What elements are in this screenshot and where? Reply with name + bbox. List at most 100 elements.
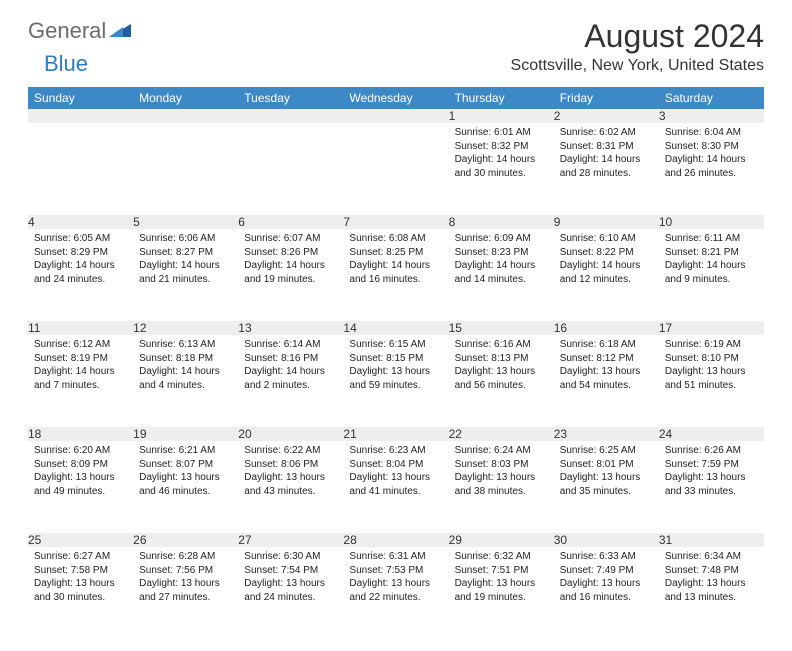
day-details: Sunrise: 6:06 AMSunset: 8:27 PMDaylight:… [133,229,238,290]
daylight-text-2: and 16 minutes. [349,273,442,287]
daylight-text-2: and 30 minutes. [455,167,548,181]
day-cell: Sunrise: 6:23 AMSunset: 8:04 PMDaylight:… [343,441,448,533]
sunrise-text: Sunrise: 6:28 AM [139,550,232,564]
sunset-text: Sunset: 8:22 PM [560,246,653,260]
day-number: 22 [449,427,554,441]
daylight-text-1: Daylight: 13 hours [244,471,337,485]
daylight-text-2: and 16 minutes. [560,591,653,605]
empty-day-number [28,109,133,123]
day-cell: Sunrise: 6:12 AMSunset: 8:19 PMDaylight:… [28,335,133,427]
sunrise-text: Sunrise: 6:14 AM [244,338,337,352]
day-cell: Sunrise: 6:26 AMSunset: 7:59 PMDaylight:… [659,441,764,533]
sunset-text: Sunset: 8:10 PM [665,352,758,366]
daynum-row: 11121314151617 [28,321,764,335]
day-details: Sunrise: 6:27 AMSunset: 7:58 PMDaylight:… [28,547,133,608]
day-details: Sunrise: 6:01 AMSunset: 8:32 PMDaylight:… [449,123,554,184]
day-details: Sunrise: 6:20 AMSunset: 8:09 PMDaylight:… [28,441,133,502]
day-cell: Sunrise: 6:06 AMSunset: 8:27 PMDaylight:… [133,229,238,321]
day-details: Sunrise: 6:26 AMSunset: 7:59 PMDaylight:… [659,441,764,502]
weekday-header: Sunday [28,87,133,109]
day-number: 18 [28,427,133,441]
sunset-text: Sunset: 8:27 PM [139,246,232,260]
empty-day-number [133,109,238,123]
day-number: 13 [238,321,343,335]
sunset-text: Sunset: 8:31 PM [560,140,653,154]
daylight-text-2: and 24 minutes. [34,273,127,287]
day-body-row: Sunrise: 6:05 AMSunset: 8:29 PMDaylight:… [28,229,764,321]
sunrise-text: Sunrise: 6:07 AM [244,232,337,246]
weekday-header: Wednesday [343,87,448,109]
daylight-text-1: Daylight: 13 hours [349,577,442,591]
day-number: 19 [133,427,238,441]
day-number: 2 [554,109,659,123]
daylight-text-1: Daylight: 14 hours [34,259,127,273]
daynum-row: 25262728293031 [28,533,764,547]
day-number: 1 [449,109,554,123]
sunset-text: Sunset: 8:23 PM [455,246,548,260]
day-details: Sunrise: 6:33 AMSunset: 7:49 PMDaylight:… [554,547,659,608]
empty-day-number [238,109,343,123]
sunset-text: Sunset: 8:29 PM [34,246,127,260]
daylight-text-1: Daylight: 13 hours [349,471,442,485]
day-details: Sunrise: 6:25 AMSunset: 8:01 PMDaylight:… [554,441,659,502]
sunrise-text: Sunrise: 6:19 AM [665,338,758,352]
daylight-text-1: Daylight: 14 hours [34,365,127,379]
sunset-text: Sunset: 8:26 PM [244,246,337,260]
day-cell: Sunrise: 6:05 AMSunset: 8:29 PMDaylight:… [28,229,133,321]
day-number: 21 [343,427,448,441]
day-cell: Sunrise: 6:28 AMSunset: 7:56 PMDaylight:… [133,547,238,639]
daylight-text-2: and 27 minutes. [139,591,232,605]
daylight-text-1: Daylight: 14 hours [244,259,337,273]
logo: General [28,18,133,44]
day-body-row: Sunrise: 6:27 AMSunset: 7:58 PMDaylight:… [28,547,764,639]
sunset-text: Sunset: 8:19 PM [34,352,127,366]
daylight-text-1: Daylight: 13 hours [665,471,758,485]
daylight-text-1: Daylight: 13 hours [455,577,548,591]
day-cell: Sunrise: 6:14 AMSunset: 8:16 PMDaylight:… [238,335,343,427]
daylight-text-2: and 43 minutes. [244,485,337,499]
day-cell: Sunrise: 6:08 AMSunset: 8:25 PMDaylight:… [343,229,448,321]
sunrise-text: Sunrise: 6:27 AM [34,550,127,564]
sunset-text: Sunset: 8:09 PM [34,458,127,472]
day-number: 29 [449,533,554,547]
day-number: 23 [554,427,659,441]
day-details: Sunrise: 6:12 AMSunset: 8:19 PMDaylight:… [28,335,133,396]
sunrise-text: Sunrise: 6:22 AM [244,444,337,458]
day-cell: Sunrise: 6:31 AMSunset: 7:53 PMDaylight:… [343,547,448,639]
sunrise-text: Sunrise: 6:16 AM [455,338,548,352]
day-cell [28,123,133,215]
weekday-header: Thursday [449,87,554,109]
day-details: Sunrise: 6:19 AMSunset: 8:10 PMDaylight:… [659,335,764,396]
day-cell: Sunrise: 6:11 AMSunset: 8:21 PMDaylight:… [659,229,764,321]
day-details: Sunrise: 6:08 AMSunset: 8:25 PMDaylight:… [343,229,448,290]
day-body-row: Sunrise: 6:20 AMSunset: 8:09 PMDaylight:… [28,441,764,533]
day-cell: Sunrise: 6:21 AMSunset: 8:07 PMDaylight:… [133,441,238,533]
logo-text-general: General [28,18,106,44]
daylight-text-2: and 19 minutes. [244,273,337,287]
daylight-text-2: and 59 minutes. [349,379,442,393]
day-number: 10 [659,215,764,229]
daylight-text-2: and 49 minutes. [34,485,127,499]
daylight-text-1: Daylight: 13 hours [560,577,653,591]
sunset-text: Sunset: 7:53 PM [349,564,442,578]
day-cell: Sunrise: 6:22 AMSunset: 8:06 PMDaylight:… [238,441,343,533]
day-details: Sunrise: 6:05 AMSunset: 8:29 PMDaylight:… [28,229,133,290]
daylight-text-2: and 54 minutes. [560,379,653,393]
weekday-header-row: SundayMondayTuesdayWednesdayThursdayFrid… [28,87,764,109]
daylight-text-2: and 4 minutes. [139,379,232,393]
sunset-text: Sunset: 7:54 PM [244,564,337,578]
sunrise-text: Sunrise: 6:01 AM [455,126,548,140]
sunset-text: Sunset: 8:12 PM [560,352,653,366]
daylight-text-1: Daylight: 13 hours [665,365,758,379]
weekday-header: Friday [554,87,659,109]
day-cell: Sunrise: 6:13 AMSunset: 8:18 PMDaylight:… [133,335,238,427]
day-cell: Sunrise: 6:24 AMSunset: 8:03 PMDaylight:… [449,441,554,533]
daylight-text-2: and 41 minutes. [349,485,442,499]
daylight-text-2: and 46 minutes. [139,485,232,499]
daylight-text-2: and 12 minutes. [560,273,653,287]
sunset-text: Sunset: 8:32 PM [455,140,548,154]
daylight-text-1: Daylight: 13 hours [560,365,653,379]
day-details: Sunrise: 6:14 AMSunset: 8:16 PMDaylight:… [238,335,343,396]
daynum-row: 123 [28,109,764,123]
daylight-text-1: Daylight: 13 hours [139,471,232,485]
